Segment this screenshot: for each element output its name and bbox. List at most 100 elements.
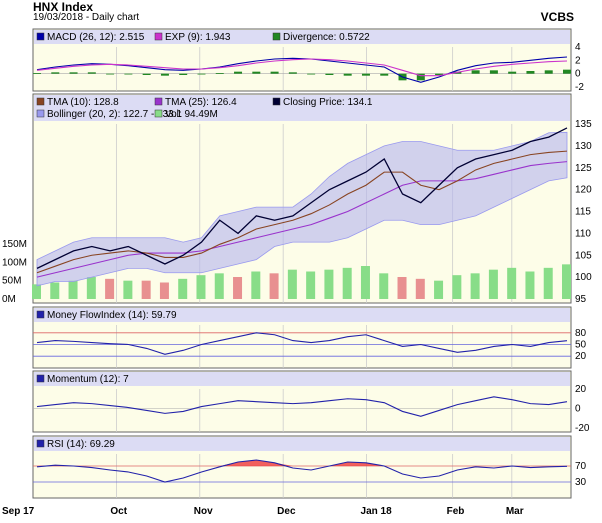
divergence-bar — [325, 73, 334, 75]
price-legend-swatch — [272, 97, 281, 106]
volume-bar — [50, 282, 60, 299]
divergence-bar — [252, 71, 261, 74]
mfi-legend-swatch — [36, 310, 45, 319]
volume-bar — [86, 277, 96, 299]
price-legend-label: TMA (25): 126.4 — [165, 97, 237, 108]
divergence-bar — [197, 73, 206, 75]
macd-ytick-label: 2 — [575, 55, 581, 66]
rsi-ytick-label: 70 — [575, 461, 587, 472]
volume-tick-label: 50M — [2, 276, 21, 287]
macd-legend-swatch — [36, 32, 45, 41]
divergence-bar — [51, 72, 60, 74]
rsi-legend-strip — [34, 437, 570, 451]
x-axis-label: Feb — [447, 506, 465, 517]
divergence-bar — [270, 71, 279, 74]
macd-legend-strip — [34, 30, 570, 44]
divergence-bar — [544, 70, 553, 74]
price-legend-label: Bollinger (20, 2): 122.7 - 133.1 — [47, 109, 183, 120]
series-line-rsi — [36, 459, 568, 483]
divergence-bar — [142, 73, 151, 75]
divergence-bar — [215, 73, 224, 74]
series-line-macd — [36, 56, 568, 83]
volume-bar — [397, 277, 407, 299]
volume-tick-label: 100M — [2, 257, 27, 268]
series-line-closing-price — [36, 127, 568, 269]
divergence-bar — [33, 73, 41, 74]
macd-ytick-label: -2 — [575, 82, 584, 93]
volume-bar — [324, 269, 334, 299]
volume-bar — [543, 267, 553, 299]
divergence-bar — [563, 69, 571, 74]
chart-subtitle: 19/03/2018 - Daily chart — [33, 12, 140, 23]
divergence-bar — [361, 73, 370, 76]
divergence-bar — [160, 73, 169, 76]
price-legend-label: TMA (10): 128.8 — [47, 97, 119, 108]
momentum-legend-label: Momentum (12): 7 — [47, 374, 129, 385]
momentum-legend-strip — [34, 372, 570, 386]
volume-bar — [306, 271, 316, 299]
volume-bar — [470, 273, 480, 299]
macd-legend-label: MACD (26, 12): 2.515 — [47, 32, 145, 43]
price-legend-swatch — [36, 97, 45, 106]
x-axis-label: Mar — [506, 506, 524, 517]
volume-tick-label: 0M — [2, 294, 16, 305]
series-line-tma-10- — [36, 150, 568, 274]
series-line-mfi — [36, 332, 568, 355]
series-line-exp — [36, 58, 568, 77]
x-axis-label: Sep 17 — [2, 506, 35, 517]
price-ytick-label: 95 — [575, 294, 587, 305]
divergence-bar — [526, 71, 535, 74]
divergence-bar — [435, 73, 444, 75]
volume-bar — [360, 266, 370, 299]
volume-bar — [105, 278, 115, 299]
chart-title: HNX Index — [33, 0, 94, 14]
divergence-bar — [179, 73, 188, 75]
price-legend-swatch — [36, 109, 45, 118]
volume-bar — [68, 280, 78, 299]
volume-tick-label: 150M — [2, 239, 27, 250]
price-legend-swatch — [154, 109, 163, 118]
price-legend-strip — [34, 95, 570, 121]
momentum-ytick-label: 20 — [575, 384, 587, 395]
volume-bar — [287, 269, 297, 299]
divergence-bar — [343, 73, 352, 76]
macd-ytick-label: 0 — [575, 69, 581, 80]
volume-bar — [562, 264, 571, 299]
price-ytick-label: 120 — [575, 185, 592, 196]
rsi-ytick-label: 30 — [575, 477, 587, 488]
volume-bar — [159, 282, 169, 299]
divergence-bar — [508, 71, 517, 74]
volume-bar — [342, 267, 352, 299]
volume-bar — [32, 284, 41, 299]
price-ytick-label: 135 — [575, 119, 592, 130]
volume-bar — [123, 280, 133, 299]
momentum-ytick-label: 0 — [575, 404, 581, 415]
price-legend-swatch — [154, 97, 163, 106]
series-line-tma-25- — [36, 161, 568, 278]
macd-ytick-label: 4 — [575, 42, 581, 53]
mfi-ytick-label: 20 — [575, 351, 587, 362]
divergence-bar — [288, 72, 297, 74]
divergence-bar — [69, 72, 78, 74]
divergence-bar — [380, 73, 389, 76]
mfi-ytick-label: 80 — [575, 328, 587, 339]
volume-bar — [233, 277, 243, 299]
mfi-ytick-label: 50 — [575, 340, 587, 351]
price-ytick-label: 100 — [575, 272, 592, 283]
divergence-bar — [416, 73, 425, 81]
price-ytick-label: 110 — [575, 228, 591, 239]
divergence-bar — [234, 71, 243, 74]
divergence-bar — [307, 73, 316, 75]
price-ytick-label: 125 — [575, 163, 592, 174]
volume-bar — [434, 280, 444, 299]
volume-bar — [196, 275, 206, 299]
series-line-momentum — [36, 396, 568, 417]
macd-legend-swatch — [272, 32, 281, 41]
volume-bar — [251, 271, 261, 299]
mfi-legend-strip — [34, 308, 570, 322]
volume-bar — [488, 269, 498, 299]
brand-logo-text: VCBS — [540, 10, 574, 24]
x-axis-label: Oct — [110, 506, 127, 517]
volume-bar — [379, 273, 389, 299]
